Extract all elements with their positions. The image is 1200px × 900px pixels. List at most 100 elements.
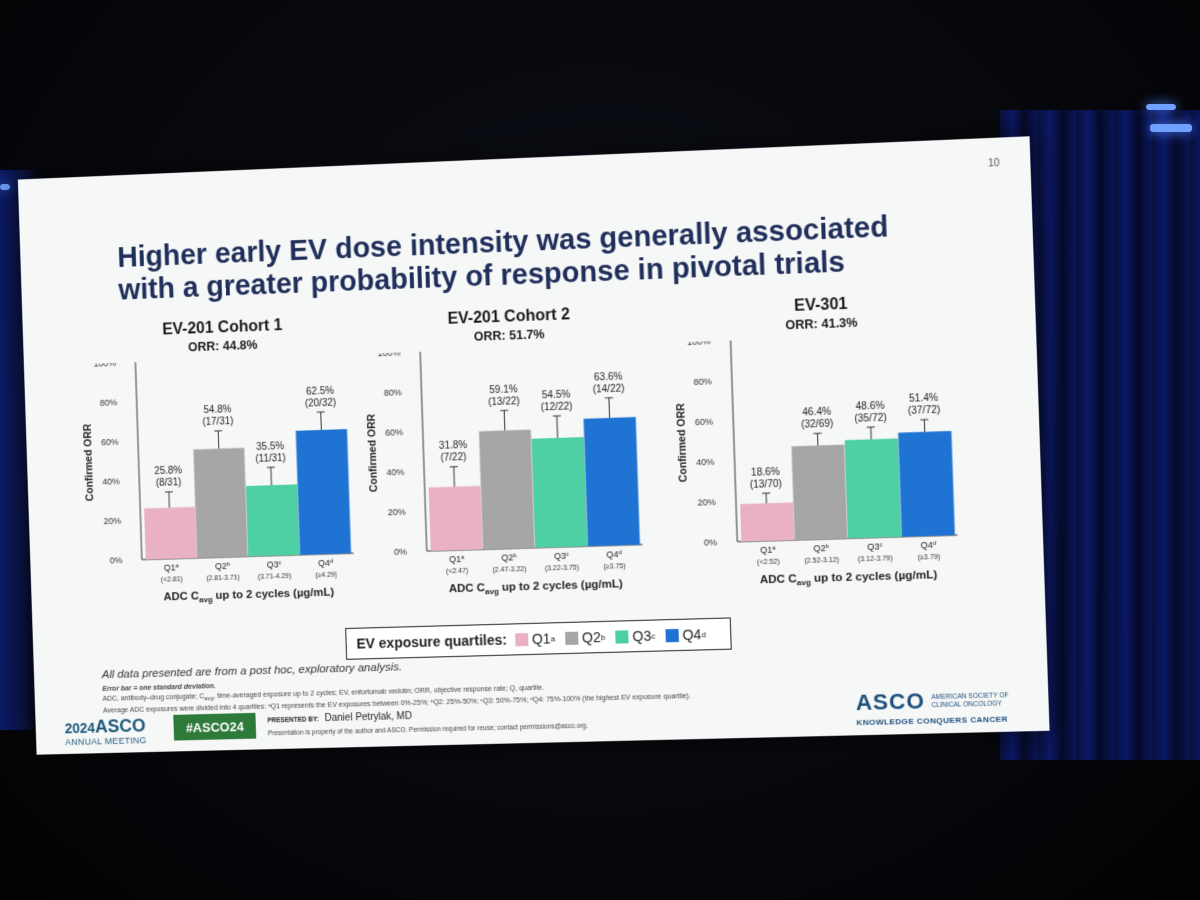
- legend-item-q2: Q2 b: [564, 629, 606, 646]
- x-tick-label: Q4d: [921, 540, 937, 551]
- x-tick-label: Q2b: [501, 552, 517, 563]
- x-tick-label: Q3c: [554, 551, 569, 562]
- legend-item-q4: Q4 d: [665, 626, 706, 643]
- chart-panel-ev301: EV-301 ORR: 41.3% 0% 20% 40% 60% 80% 100% Conf…: [669, 291, 984, 604]
- data-label-percent: 31.8%: [439, 440, 468, 452]
- x-tick-range: (≥3.79): [918, 554, 941, 562]
- bar-q3: [844, 438, 902, 539]
- y-axis: [731, 340, 738, 541]
- legend-swatch: [514, 632, 529, 646]
- legend-label: Q2: [581, 629, 602, 646]
- x-tick-range: (<2.81): [161, 576, 183, 584]
- footnote-abbrev-pre: ADC, antibody–drug conjugate; C: [102, 692, 205, 703]
- x-axis-label: ADC Cavg up to 2 cycles (µg/mL): [760, 569, 938, 588]
- meeting-asco: ASCO: [94, 715, 146, 737]
- legend-sup: c: [651, 631, 656, 641]
- stage-light: [1146, 104, 1176, 110]
- data-label-percent: 59.1%: [489, 384, 518, 396]
- bar-q1: [428, 485, 483, 551]
- y-tick-label: 80%: [100, 397, 118, 408]
- y-tick-label: 60%: [695, 416, 714, 427]
- y-tick-label: 100%: [687, 336, 711, 347]
- stage-light: [0, 184, 10, 190]
- stage-light: [1150, 124, 1192, 132]
- asco-society-logo: ASCO AMERICAN SOCIETY OF CLINICAL ONCOLOG…: [855, 686, 1009, 727]
- y-tick-label: 0%: [394, 547, 407, 557]
- x-tick-range: (3.71-4.29): [258, 573, 292, 581]
- error-bar: [555, 415, 558, 438]
- data-label-count: (17/31): [202, 416, 233, 428]
- legend-sup: d: [701, 629, 706, 639]
- x-tick-label: Q1a: [164, 562, 180, 572]
- y-axis: [420, 352, 427, 551]
- error-bar: [271, 467, 272, 485]
- data-label-count: (14/22): [593, 383, 625, 395]
- y-tick-label: 0%: [110, 555, 123, 565]
- presenter-name: Daniel Petrylak, MD: [324, 710, 413, 725]
- slide-number: 10: [987, 157, 1000, 170]
- annual-meeting-label: ANNUAL MEETING: [65, 735, 147, 748]
- x-tick-label: Q1a: [449, 554, 465, 565]
- bar-q2: [193, 447, 248, 558]
- x-tick-label: Q1a: [760, 544, 777, 555]
- x-tick-range: (<2.52): [757, 559, 780, 567]
- x-axis-label: ADC Cavg up to 2 cycles (µg/mL): [449, 578, 624, 597]
- y-axis-label: Confirmed ORR: [676, 403, 690, 483]
- error-bar: [218, 431, 219, 449]
- asco-logo-text: ASCO: [855, 688, 926, 716]
- bar-q1: [144, 506, 197, 560]
- x-tick-label: Q3c: [867, 541, 883, 552]
- projection-screen: 10 Higher early EV dose intensity was ge…: [17, 136, 1050, 755]
- x-tick-label: Q2b: [215, 561, 231, 571]
- legend-swatch: [564, 631, 579, 645]
- presented-by-label: PRESENTED BY:: [267, 716, 319, 725]
- y-tick-label: 100%: [93, 358, 116, 369]
- meeting-year: 2024: [64, 719, 96, 737]
- data-label-count: (37/72): [908, 405, 941, 417]
- y-tick-label: 20%: [388, 507, 406, 518]
- error-bar: [169, 492, 170, 508]
- bar-chart-ev201-cohort1: 0% 20% 40% 60% 80% 100% Confirmed ORR 25.8%(8/3…: [83, 358, 379, 606]
- x-tick-range: (2.47-3.22): [492, 566, 526, 574]
- data-label-percent: 25.8%: [154, 466, 182, 478]
- y-axis-label: Confirmed ORR: [83, 423, 96, 501]
- bar-q1: [740, 502, 795, 542]
- data-label-count: (32/69): [801, 419, 834, 431]
- legend-swatch: [615, 629, 629, 644]
- bar-q4: [295, 429, 352, 555]
- data-label-count: (8/31): [156, 478, 182, 490]
- y-tick-label: 40%: [386, 467, 404, 478]
- error-bar: [504, 410, 506, 431]
- data-label-count: (12/22): [541, 401, 573, 413]
- legend-sup: b: [600, 632, 606, 642]
- data-label-percent: 54.5%: [542, 389, 571, 401]
- bar-q2: [791, 444, 848, 540]
- chart-panel-ev201-cohort1: EV-201 Cohort 1 ORR: 44.8% 0% 20% 40% 60% 80…: [76, 314, 379, 621]
- y-tick-label: 40%: [696, 457, 715, 468]
- y-axis-label: Confirmed ORR: [367, 413, 381, 492]
- data-label-count: (20/32): [305, 398, 337, 410]
- footnote-abbrev-sub: avg: [204, 695, 214, 703]
- data-label-percent: 63.6%: [594, 371, 623, 383]
- y-tick-label: 80%: [384, 387, 402, 398]
- data-label-percent: 48.6%: [855, 400, 885, 412]
- x-tick-range: (≥4.29): [315, 572, 337, 580]
- y-tick-label: 0%: [704, 537, 718, 548]
- bar-chart-ev201-cohort2: 0% 20% 40% 60% 80% 100% Confirmed ORR 31.8%(7/2…: [367, 347, 669, 597]
- slide-title: Higher early EV dose intensity was gener…: [117, 209, 938, 307]
- data-label-count: (7/22): [440, 452, 466, 464]
- bar-q4: [898, 430, 955, 537]
- presenter-line: PRESENTED BY: Daniel Petrylak, MD: [267, 711, 412, 725]
- x-tick-range: (<2.47): [446, 568, 468, 576]
- legend-item-q1: Q1 a: [514, 630, 556, 647]
- y-tick-label: 40%: [102, 476, 120, 487]
- bar-q3: [531, 437, 588, 548]
- y-tick-label: 20%: [103, 516, 121, 526]
- legend-label: Q4: [682, 626, 702, 643]
- x-axis-label: ADC Cavg up to 2 cycles (µg/mL): [163, 587, 334, 606]
- legend-item-q3: Q3 c: [615, 628, 655, 645]
- legend-swatch: [665, 628, 679, 642]
- bar-q4: [583, 416, 640, 547]
- society-line-2: CLINICAL ONCOLOGY: [931, 699, 1002, 709]
- x-tick-label: Q4d: [318, 558, 333, 568]
